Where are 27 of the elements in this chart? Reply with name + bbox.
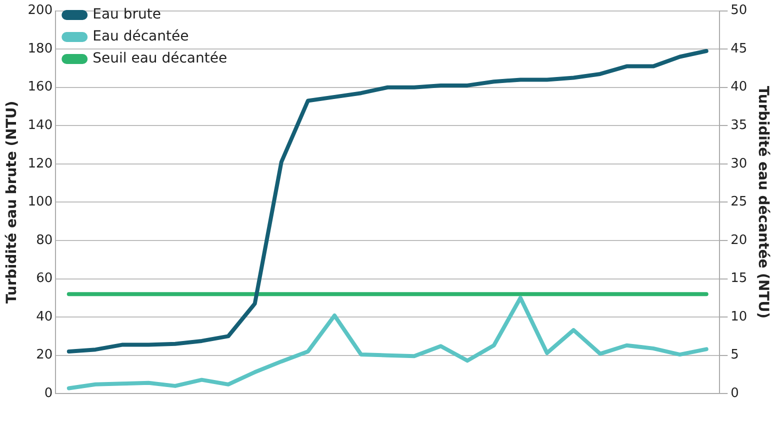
legend-label: Eau décantée <box>92 28 189 45</box>
y-tick-label: 60 <box>36 271 53 286</box>
y2-tick-label: 50 <box>730 3 748 18</box>
y2-tick-label: 20 <box>730 232 748 248</box>
y2-tick-label: 25 <box>730 194 748 210</box>
y-tick-label: 40 <box>36 309 53 324</box>
y2-tick-label: 10 <box>730 309 748 324</box>
y2-tick-label: 45 <box>730 41 748 56</box>
y-tick-label: 180 <box>28 41 53 56</box>
y2-tick-label: 15 <box>730 271 748 286</box>
y2-tick-label: 30 <box>730 156 748 172</box>
y-tick-label: 200 <box>28 3 53 18</box>
y-tick-label: 120 <box>28 156 53 172</box>
y-tick-label: 160 <box>28 80 53 95</box>
y-tick-label: 80 <box>36 232 53 248</box>
y2-tick-label: 0 <box>730 386 739 401</box>
y2-tick-label: 5 <box>730 348 739 363</box>
y-tick-label: 0 <box>44 386 53 401</box>
y-tick-label: 20 <box>36 348 53 363</box>
y2-tick-label: 35 <box>730 118 748 134</box>
y-tick-label: 140 <box>28 118 53 134</box>
y2-tick-label: 40 <box>730 80 748 95</box>
y2-axis-title: Turbidité eau décantée (NTU) <box>754 86 771 318</box>
y-tick-label: 100 <box>28 194 53 210</box>
legend-label: Eau brute <box>92 6 161 23</box>
y-axis-title: Turbidité eau brute (NTU) <box>4 100 20 304</box>
legend-label: Seuil eau décantée <box>92 50 228 67</box>
